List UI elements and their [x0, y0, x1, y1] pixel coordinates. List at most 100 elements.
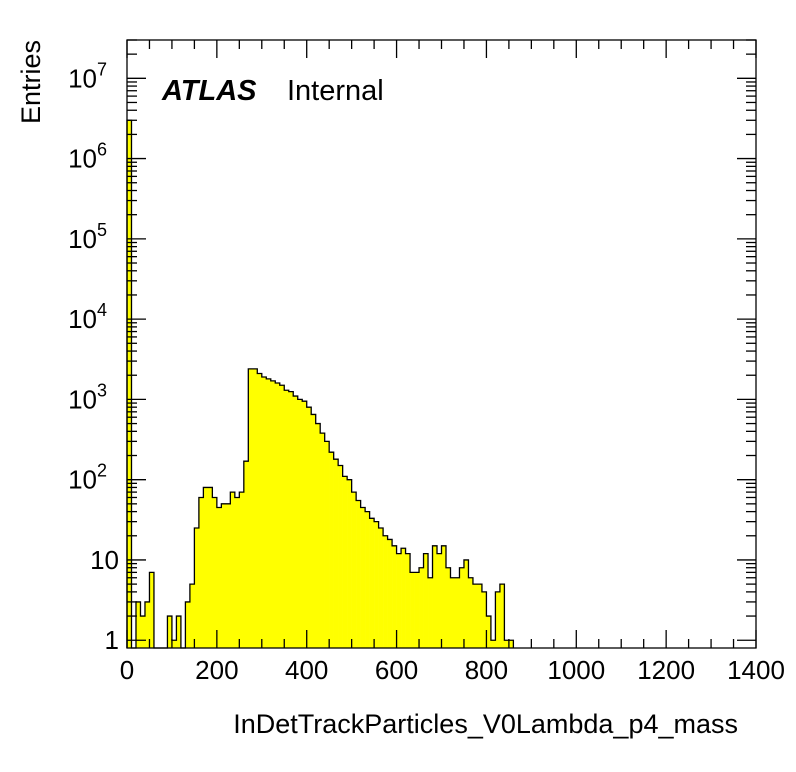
y-tick-label: 107 [68, 59, 107, 93]
histogram-bin [387, 539, 393, 648]
histogram-bin [293, 396, 299, 648]
histogram-bin [149, 572, 155, 648]
x-axis-title: InDetTrackParticles_V0Lambda_p4_mass [233, 709, 738, 739]
histogram-bin [410, 572, 415, 648]
y-tick-label: 106 [68, 140, 107, 174]
histogram-bin [356, 500, 361, 648]
histogram-bin [189, 584, 195, 648]
histogram-bin [414, 572, 420, 648]
histogram-bin [239, 492, 245, 648]
histogram-bin [499, 584, 505, 648]
histogram-bin [472, 584, 478, 648]
histogram-bin [212, 497, 218, 648]
x-axis-ticks: 0 200 400 600 800 1000 1200 1400 [120, 40, 785, 685]
histogram-bin [198, 497, 204, 648]
y-tick-label: 103 [68, 380, 107, 414]
histogram-bin [135, 601, 141, 648]
histogram-bin [144, 601, 150, 648]
histogram-bin [329, 452, 334, 648]
histogram-bin [333, 459, 339, 648]
y-axis-title: Entries [16, 40, 46, 124]
histogram-bin [284, 390, 290, 648]
histogram-bin [171, 640, 177, 648]
histogram-bin [311, 414, 316, 648]
histogram-bin [441, 545, 447, 648]
histogram-bin [383, 535, 388, 648]
histogram-bin [207, 487, 213, 648]
histogram-bin [374, 521, 379, 648]
histogram-bin [365, 511, 370, 648]
histogram-bin [234, 497, 240, 648]
histogram-bin [437, 553, 442, 648]
x-tick-label: 800 [465, 655, 508, 685]
histogram-bin [275, 383, 281, 648]
histogram-bin [428, 577, 433, 648]
histogram-bin [481, 591, 487, 648]
histogram-outline [126, 119, 515, 649]
histogram-bars [127, 120, 514, 648]
histogram-bin [401, 548, 406, 648]
histogram-bin [369, 518, 375, 648]
histogram-bin [360, 507, 366, 648]
histogram-bin [378, 528, 384, 648]
histogram-bin [194, 528, 200, 648]
y-tick-label: 104 [68, 300, 107, 334]
histogram-bin [432, 545, 438, 648]
histogram-bin [392, 545, 397, 648]
histogram-bin [302, 401, 308, 648]
histogram-bin [486, 616, 492, 648]
histogram-bin [243, 461, 249, 648]
y-axis-ticks: 1 10 102 103 104 105 106 107 [68, 39, 756, 655]
x-tick-label: 200 [195, 655, 238, 685]
histogram-bin [405, 553, 411, 648]
histogram-bin [203, 487, 209, 648]
histogram-bin [423, 553, 429, 648]
x-tick-label: 1000 [547, 655, 605, 685]
histogram-bin [450, 577, 456, 648]
x-tick-label: 600 [375, 655, 418, 685]
atlas-label: ATLAS [161, 75, 257, 107]
histogram-bin [297, 399, 303, 648]
histogram-bin [225, 503, 231, 648]
histogram-bin [140, 616, 146, 648]
histogram-bin [176, 616, 182, 648]
histogram-bin [396, 553, 402, 648]
histogram-bin [445, 567, 451, 648]
histogram-bin [252, 368, 258, 648]
histogram-bin [342, 476, 348, 648]
internal-label: Internal [287, 75, 384, 107]
y-tick-label: 1 [105, 625, 119, 655]
histogram-bin [463, 559, 469, 648]
histogram-bin [351, 492, 357, 648]
histogram-bin [338, 465, 343, 648]
histogram-bin [266, 378, 272, 648]
histogram-bin [477, 584, 483, 648]
histogram-bin [454, 577, 460, 648]
histogram-bin [167, 616, 173, 648]
histogram-bin [504, 640, 510, 648]
histogram-bin [216, 507, 222, 648]
histogram-bin [127, 120, 132, 648]
histogram-bin [508, 640, 514, 648]
histogram-bin [230, 492, 236, 648]
x-tick-label: 400 [285, 655, 328, 685]
x-tick-label: 0 [120, 655, 134, 685]
histogram-bin [261, 377, 267, 648]
y-tick-label: 105 [68, 220, 107, 254]
x-tick-label: 1200 [637, 655, 695, 685]
histogram-bin [279, 385, 285, 648]
histogram-bin [419, 567, 424, 648]
histogram-bin [248, 368, 254, 648]
y-tick-label: 10 [90, 545, 119, 575]
histogram-bin [270, 380, 276, 648]
histogram-bin [306, 407, 312, 648]
histogram-bin [347, 479, 352, 648]
histogram-bin [185, 601, 191, 648]
histogram-bin [490, 640, 496, 648]
histogram-bin [468, 577, 474, 648]
histogram-bin [221, 503, 227, 648]
histogram-bin [257, 373, 263, 648]
histogram-bin [320, 433, 325, 648]
histogram-bin [459, 567, 465, 648]
